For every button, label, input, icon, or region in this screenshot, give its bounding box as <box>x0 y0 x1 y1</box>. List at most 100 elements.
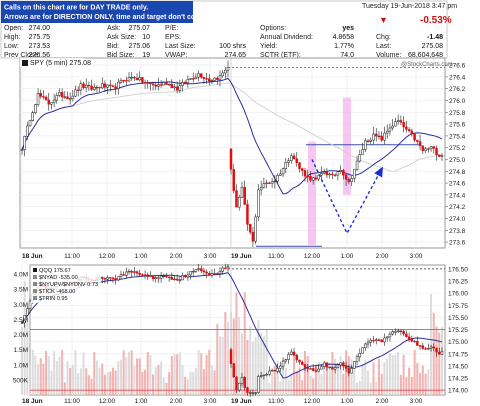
price-candle-body <box>320 173 323 176</box>
highlight-zones <box>308 97 351 246</box>
qqq-candle-body <box>265 373 268 376</box>
price-candle-body <box>235 190 238 208</box>
volume-bar <box>119 359 122 395</box>
volume-bar <box>152 374 155 395</box>
qqq-candle-body <box>178 279 182 281</box>
price-candle-body <box>246 204 249 225</box>
price-candle-body <box>167 83 171 86</box>
qqq-candle-body <box>350 368 353 374</box>
volume-bar <box>301 380 304 395</box>
volume-bar <box>210 365 213 395</box>
volume-bar <box>192 371 195 395</box>
qqq-y-label: 174.25 <box>448 376 468 383</box>
qqq-candle-body <box>101 277 104 279</box>
qqq-candle-body <box>173 278 176 281</box>
volume-bar <box>427 369 430 395</box>
price-candle-body <box>336 171 340 176</box>
qqq-candle-body <box>254 392 257 394</box>
qqq-candle-body <box>311 368 315 371</box>
price-candle-body <box>31 112 34 121</box>
price-candle-body <box>183 81 187 84</box>
qqq-candle-body <box>127 270 131 273</box>
qqq-candle-body <box>344 365 348 369</box>
qqq-candle-body <box>432 346 436 349</box>
price-candle-body <box>90 85 93 90</box>
price-panel: 273.6 273.8 274.0 274.2 274.4 274.6 274.8 275.0… <box>19 57 466 249</box>
price-candle-body <box>117 82 120 89</box>
volume-bar <box>328 362 331 395</box>
price-candle-body <box>399 120 403 123</box>
price-candle-body <box>405 126 408 130</box>
qqq-candle-body <box>202 270 206 273</box>
field-label: Options: <box>260 25 286 32</box>
volume-bar <box>238 317 241 395</box>
qqq-y-label: 174.50 <box>448 363 468 370</box>
price-candle-body <box>42 96 45 98</box>
price-candle-body <box>229 148 233 170</box>
volume-bar <box>136 358 139 395</box>
highlight-zone <box>343 97 351 195</box>
volume-bar <box>339 356 342 395</box>
price-candle-body <box>438 154 441 157</box>
volume-bar <box>432 312 435 395</box>
volume-bar <box>323 364 326 395</box>
volume-bar <box>125 357 128 395</box>
price-label-bg <box>20 58 84 67</box>
qqq-candle-body <box>213 273 216 275</box>
price-candle-body <box>350 178 353 182</box>
volume-bar <box>61 350 64 395</box>
price-candle-body <box>101 83 104 89</box>
volume-bar <box>268 382 271 395</box>
volume-bar <box>271 372 274 395</box>
qqq-candle-body <box>298 359 301 363</box>
qqq-candle-body <box>306 367 309 369</box>
volume-bar <box>342 373 345 395</box>
price-candle-body <box>325 171 329 176</box>
qqq-candle-body <box>292 351 296 356</box>
volume-bar <box>90 379 93 395</box>
volume-bar <box>388 352 391 395</box>
legend-entry: $TRIN 0.95 <box>39 296 68 302</box>
qqq-candle-body <box>300 361 304 365</box>
volume-bar <box>82 352 85 395</box>
projection-arrow <box>311 159 383 235</box>
volume-bar <box>69 367 72 395</box>
field-label: Low: <box>4 43 19 50</box>
price-axis-labels: 273.6 273.8 274.0 274.2 274.4 274.6 274.8 275.0… <box>445 63 466 247</box>
price-time-axis: 18 Jun 11:00 12:00 1:00 2:00 3:00 19 Jun 11:00 1… <box>22 253 423 260</box>
price-candle-body <box>60 92 64 98</box>
price-candle-body <box>189 78 192 80</box>
volume-bar <box>249 326 252 395</box>
price-candle-body <box>259 187 263 191</box>
price-candle-body <box>290 155 293 161</box>
volume-bar <box>26 315 29 395</box>
qqq-candle-body <box>435 347 438 353</box>
field-value: 275.07 <box>129 25 151 32</box>
volume-bar <box>317 361 320 395</box>
volume-bar <box>441 327 443 395</box>
volume-bar <box>98 367 101 395</box>
volume-bar <box>312 378 315 395</box>
volume-bar <box>55 361 58 395</box>
price-candle-body <box>138 77 141 81</box>
volume-bar <box>394 354 397 395</box>
price-candle-body <box>28 120 32 127</box>
y-tick-label: 276.0 <box>449 98 466 105</box>
legend-entry: QQQ 175.67 <box>39 268 71 274</box>
qqq-candle-body <box>26 308 29 316</box>
qqq-candle-body <box>347 368 351 374</box>
field-label: VWAP: <box>165 52 187 59</box>
qqq-y-label: 175.50 <box>448 315 468 322</box>
field-value: 275.08 <box>422 43 444 50</box>
price-candle-body <box>199 73 203 78</box>
volume-bar <box>380 373 383 395</box>
legend-swatch <box>33 282 37 286</box>
volume-bar <box>345 350 348 395</box>
field-value: 1.77% <box>334 43 354 50</box>
price-candle-body <box>347 178 351 182</box>
qqq-legend: QQQ 175.67$NYAD -535.00$NYUPV/$NYDNV 0.7… <box>31 266 101 303</box>
field-value: 275.06 <box>129 43 151 50</box>
qqq-candle-body <box>295 354 299 361</box>
price-candle-body <box>377 135 381 138</box>
volume-bar <box>350 358 353 395</box>
